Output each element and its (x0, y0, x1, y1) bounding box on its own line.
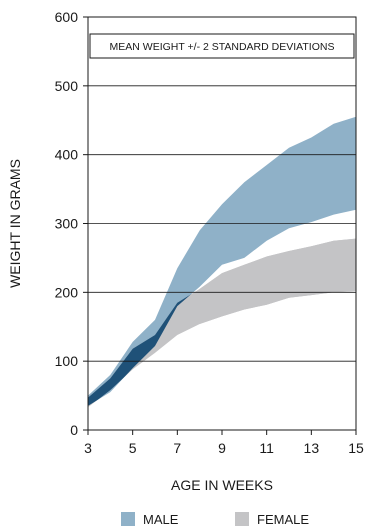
legend-label-male: MALE (143, 512, 179, 527)
band-male (88, 116, 356, 406)
annotation-box (89, 33, 355, 59)
band-female-late (199, 238, 356, 325)
y-axis-label: WEIGHT IN GRAMS (7, 159, 23, 288)
y-tick-label: 600 (55, 9, 79, 25)
y-tick-label: 500 (55, 78, 79, 94)
y-tick-label: 0 (70, 422, 78, 438)
x-tick-label: 15 (348, 440, 364, 456)
y-tick-label: 300 (55, 216, 79, 232)
x-axis-label: AGE IN WEEKS (171, 477, 273, 493)
bands-layer (88, 116, 356, 408)
x-tick-label: 3 (84, 440, 92, 456)
legend-label-female: FEMALE (257, 512, 309, 527)
legend-swatch-female (235, 512, 249, 526)
legend-swatch-male (121, 512, 135, 526)
annotation-text: MEAN WEIGHT +/- 2 STANDARD DEVIATIONS (110, 41, 335, 53)
band-female-front (199, 238, 356, 325)
grid-layer (88, 85, 356, 362)
x-tick-label: 5 (129, 440, 137, 456)
x-tick-label: 11 (259, 440, 274, 456)
y-tick-label: 200 (55, 284, 79, 300)
x-tick-label: 9 (218, 440, 226, 456)
y-tick-label: 400 (55, 147, 79, 163)
x-tick-label: 13 (304, 440, 320, 456)
x-tick-label: 7 (173, 440, 181, 456)
y-tick-label: 100 (55, 353, 79, 369)
ticks-layer: 0 100 200 300 400 500 600 3 5 7 9 11 13 15 (55, 9, 364, 456)
legend: MALE FEMALE (121, 512, 309, 527)
